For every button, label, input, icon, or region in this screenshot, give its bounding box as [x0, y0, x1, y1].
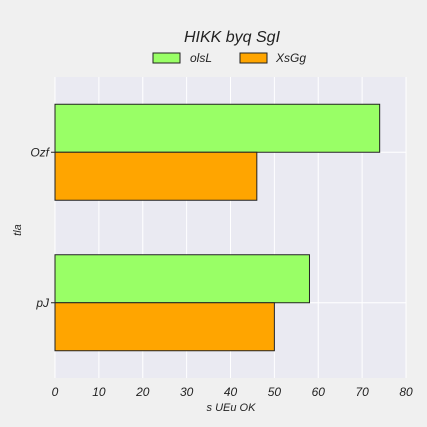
- legend-label-series-1: olsL: [190, 51, 212, 65]
- bar-XsGg-Ozf: [54, 151, 258, 201]
- legend-label-series-2: XsGg: [275, 51, 306, 65]
- x-tick-label: 40: [224, 385, 238, 399]
- bars: [54, 103, 381, 352]
- x-tick-label: 80: [399, 385, 413, 399]
- chart-title: HIKK byq SgI: [184, 29, 281, 46]
- x-tick-label: 20: [135, 385, 150, 399]
- x-tick-label: 10: [92, 385, 106, 399]
- x-axis-label: s UEu OK: [207, 402, 257, 414]
- bar-olsL-pJ: [54, 254, 310, 304]
- legend: olsL XsGg: [152, 51, 306, 65]
- x-tick-label: 0: [52, 385, 59, 399]
- y-tick-label: Ozf: [30, 145, 50, 159]
- y-axis-ticks: Ozf pJ: [30, 145, 55, 310]
- x-tick-label: 60: [312, 385, 326, 399]
- x-tick-label: 50: [268, 385, 282, 399]
- bar-olsL-Ozf: [54, 103, 381, 153]
- y-tick-label: pJ: [35, 296, 50, 310]
- y-axis-label: tla: [12, 224, 24, 236]
- x-tick-label: 70: [355, 385, 369, 399]
- legend-swatch-series-1: [152, 52, 181, 64]
- x-axis-ticks: 0 10 20 30 40 50 60 70 80: [52, 385, 413, 399]
- x-tick-label: 30: [180, 385, 194, 399]
- legend-swatch-series-2: [239, 52, 268, 64]
- bar-XsGg-pJ: [54, 302, 275, 352]
